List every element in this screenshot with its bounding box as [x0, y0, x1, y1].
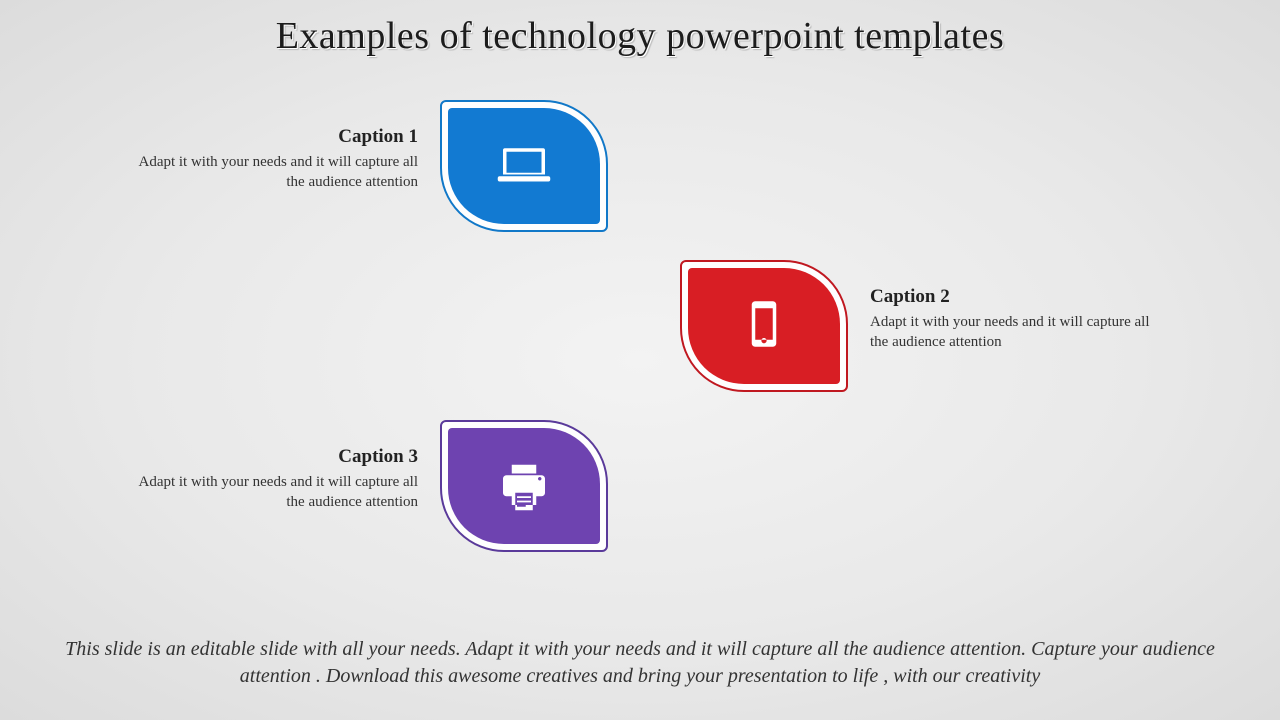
- caption-1-title: Caption 1: [118, 126, 418, 148]
- leaf-card-3: [440, 420, 608, 552]
- slide-title: Examples of technology powerpoint templa…: [0, 14, 1280, 58]
- caption-3-title: Caption 3: [118, 446, 418, 468]
- leaf-card-1: [440, 100, 608, 232]
- leaf-inner-1: [448, 108, 600, 224]
- caption-3: Caption 3 Adapt it with your needs and i…: [118, 446, 418, 513]
- leaf-card-2: [680, 260, 848, 392]
- caption-1: Caption 1 Adapt it with your needs and i…: [118, 126, 418, 193]
- phone-icon: [736, 296, 792, 357]
- printer-icon: [496, 456, 552, 517]
- laptop-icon: [496, 136, 552, 197]
- slide-footer: This slide is an editable slide with all…: [60, 636, 1220, 690]
- caption-2-body: Adapt it with your needs and it will cap…: [870, 312, 1170, 353]
- caption-2: Caption 2 Adapt it with your needs and i…: [870, 286, 1170, 353]
- leaf-inner-2: [688, 268, 840, 384]
- caption-2-title: Caption 2: [870, 286, 1170, 308]
- caption-3-body: Adapt it with your needs and it will cap…: [118, 472, 418, 513]
- caption-1-body: Adapt it with your needs and it will cap…: [118, 152, 418, 193]
- leaf-inner-3: [448, 428, 600, 544]
